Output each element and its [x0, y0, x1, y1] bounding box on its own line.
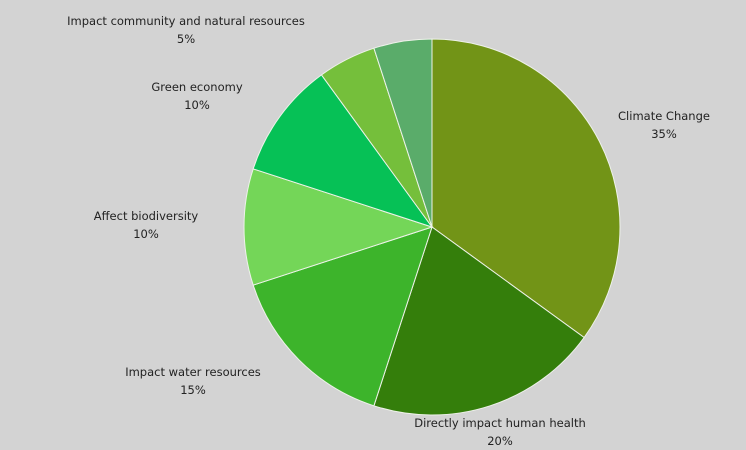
slice-name: Green economy	[151, 80, 243, 94]
pie-slice-5	[252, 74, 434, 228]
slice-value: 20%	[487, 434, 513, 448]
slice-label-2: Directly impact human health 20%	[414, 414, 586, 450]
slice-label-3: Impact water resources 15%	[125, 363, 261, 399]
pie-slice-1	[431, 38, 621, 339]
pie-slice-3	[252, 226, 433, 407]
slice-value: 35%	[651, 127, 677, 141]
slice-label-7: Impact community and natural resources 5%	[67, 12, 305, 48]
slice-label-4: Affect biodiversity 10%	[94, 207, 199, 243]
slice-value: 5%	[176, 32, 196, 46]
slice-name: Affect biodiversity	[93, 209, 199, 223]
slice-value: 10%	[184, 98, 210, 112]
pie-slice-2	[373, 226, 585, 416]
slice-label-1: Climate Change 35%	[618, 107, 710, 143]
slice-name: Impact water resources	[125, 365, 261, 379]
slice-value: 10%	[133, 227, 159, 241]
slice-name: Impact community and natural resources	[67, 14, 305, 28]
slice-value: 15%	[180, 383, 206, 397]
slice-label-5: Green economy 10%	[151, 78, 242, 114]
pie-slice-7	[373, 38, 433, 228]
slice-name: Climate Change	[618, 109, 710, 123]
pie-slice-4	[243, 168, 434, 286]
slice-name: Directly impact human health	[414, 416, 586, 430]
